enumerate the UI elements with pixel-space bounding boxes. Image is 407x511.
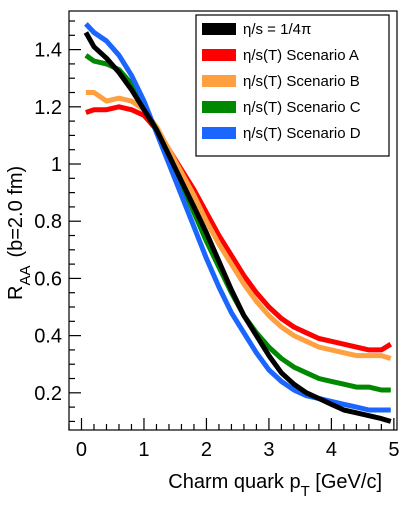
series-group (83, 22, 393, 424)
series-line-4 (84, 22, 391, 413)
y-tick-label-5: 1.2 (34, 97, 62, 119)
y-tick-label-2: 0.6 (34, 268, 62, 290)
x-axis-title-main: Charm quark p (168, 471, 300, 493)
legend-swatch-3 (202, 101, 236, 113)
x-tick-label-4: 4 (326, 439, 337, 461)
legend-label-3: η/s(T) Scenario C (243, 99, 361, 116)
series-line-2 (85, 90, 392, 361)
x-axis-title-unit: [GeV/c] (310, 471, 382, 493)
legend-swatch-0 (202, 23, 236, 35)
x-axis-title-sub: T (301, 483, 310, 500)
legend: η/s = 1/4π η/s(T) Scenario A η/s(T) Scenar… (195, 14, 390, 157)
y-tick-label-3: 0.8 (34, 211, 62, 233)
x-tick-label-3: 3 (263, 439, 274, 461)
y-axis-title-sub: AA (17, 266, 34, 286)
plot-frame (68, 10, 398, 431)
series-line-1 (85, 104, 393, 353)
legend-swatch-1 (202, 49, 236, 61)
y-tick-label-0: 0.2 (34, 383, 62, 405)
x-axis-title: Charm quark pT [GeV/c] (168, 471, 382, 500)
x-tick-label-2: 2 (201, 439, 212, 461)
legend-label-2: η/s(T) Scenario B (243, 73, 360, 90)
y-axis-title-main: R (5, 286, 27, 300)
y-tick-label-4: 1 (51, 154, 62, 176)
ticks-group: 0 1 2 3 4 5 0.2 0.4 0.6 0.8 1 1.2 1.4 (34, 20, 399, 461)
y-tick-label-1: 0.4 (34, 326, 62, 348)
series-line-0 (83, 31, 392, 424)
x-tick-label-0: 0 (76, 439, 87, 461)
x-tick-label-1: 1 (138, 439, 149, 461)
y-axis-title-extra: (b=2.0 fm) (5, 166, 27, 258)
legend-swatch-4 (202, 127, 236, 139)
legend-label-4: η/s(T) Scenario D (243, 125, 361, 142)
legend-label-0: η/s = 1/4π (243, 21, 311, 38)
legend-label-1: η/s(T) Scenario A (243, 47, 359, 64)
y-axis-title: RAA (b=2.0 fm) (5, 166, 34, 300)
legend-entries: η/s = 1/4π η/s(T) Scenario A η/s(T) Scenar… (202, 21, 361, 142)
y-tick-label-6: 1.4 (34, 40, 62, 62)
x-tick-label-5: 5 (388, 439, 399, 461)
legend-swatch-2 (202, 75, 236, 87)
